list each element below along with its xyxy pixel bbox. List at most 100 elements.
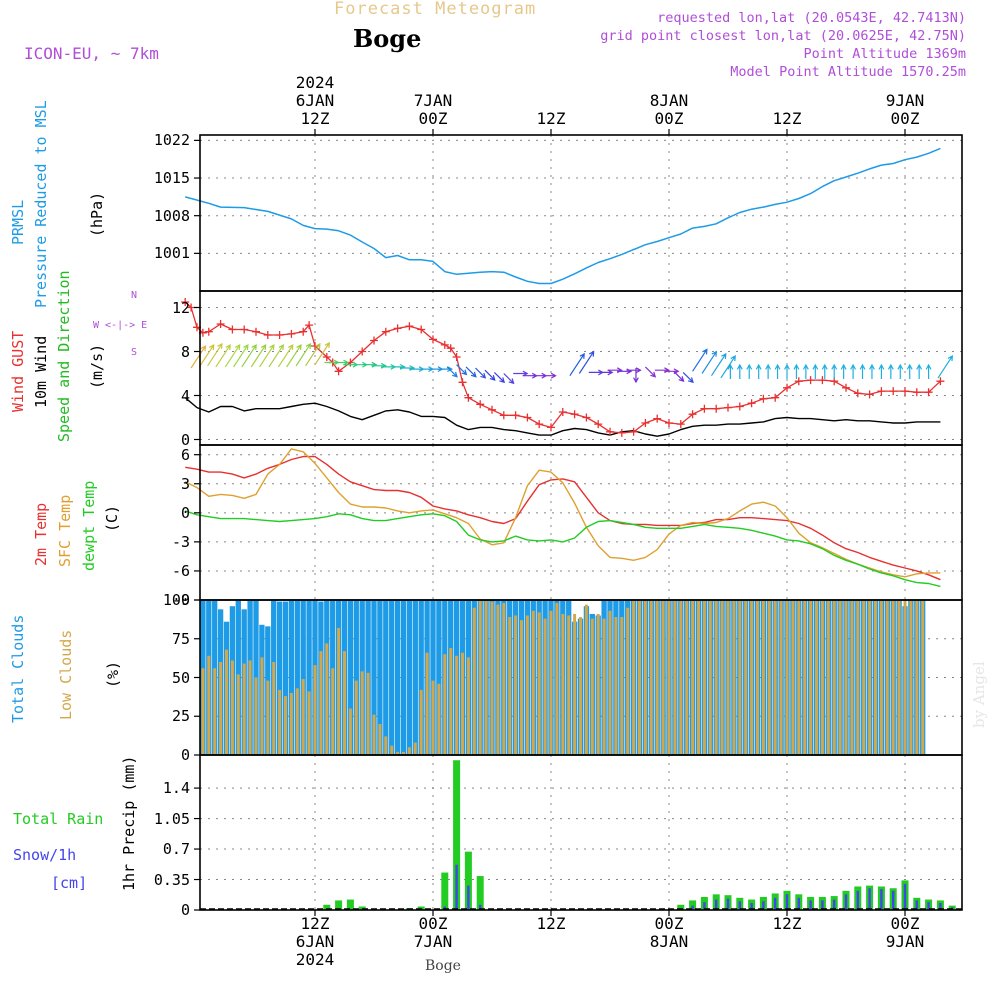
x-tick-label-top: 8JAN	[649, 91, 689, 110]
low-cloud-bar	[785, 600, 789, 755]
low-cloud-bar	[614, 617, 618, 755]
low-cloud-bar	[455, 655, 459, 755]
snow-bar	[797, 897, 800, 910]
gust-marker	[558, 408, 567, 416]
low-cloud-bar	[561, 613, 565, 755]
low-cloud-bar	[720, 600, 724, 755]
snow-bar	[915, 900, 918, 910]
wind-arrow	[793, 363, 800, 379]
snow-bar	[903, 883, 907, 910]
wind-arrow	[314, 341, 330, 366]
x-tick-label-top: 2024	[295, 73, 335, 92]
low-cloud-bar	[378, 724, 382, 755]
snow-cm-label: [cm]	[51, 874, 88, 892]
rain-bar	[441, 872, 449, 910]
low-cloud-bar	[868, 600, 872, 755]
gust-marker	[299, 327, 308, 336]
low-cloud-bar	[307, 691, 311, 755]
gust-marker	[322, 353, 331, 361]
wind-arrow	[233, 344, 249, 368]
wind-arrow	[250, 344, 267, 368]
low-cloud-bar	[225, 649, 228, 755]
gust-marker	[358, 347, 367, 356]
gust-marker	[204, 327, 213, 336]
y-tick-label: 1001	[153, 244, 190, 263]
low-cloud-bar	[891, 600, 895, 755]
y-tick-label: -6	[171, 561, 190, 580]
gust-marker	[924, 388, 933, 397]
low-cloud-bar	[295, 688, 299, 755]
gust-marker	[582, 413, 591, 422]
x-tick-label-bottom: 12Z	[772, 914, 802, 933]
wind-arrow	[305, 342, 321, 367]
wind-arrow	[887, 363, 894, 379]
wind-arrow	[692, 348, 708, 372]
gust-marker	[901, 387, 909, 396]
y-tick-label: 0	[180, 430, 190, 449]
low-cloud-bar	[354, 680, 358, 755]
low-cloud-bar	[390, 745, 394, 755]
x-tick-label-top: 00Z	[890, 109, 920, 128]
low-cloud-bar	[685, 600, 689, 755]
low-cloud-bar	[638, 600, 641, 755]
x-tick-label-bottom: 00Z	[654, 914, 684, 933]
snow-bar	[750, 903, 753, 910]
gust-marker	[499, 411, 508, 420]
low-cloud-bar	[626, 607, 630, 755]
low-cloud-bar	[732, 600, 736, 755]
snow-label: Snow/1h	[13, 846, 77, 864]
low-cloud-bar	[449, 648, 453, 755]
wind-arrow	[446, 366, 458, 378]
total-cloud-bar	[276, 601, 283, 755]
wind-arrow	[727, 363, 734, 379]
low-cloud-bar	[773, 600, 777, 755]
low-cloud-bar	[667, 600, 671, 755]
low-cloud-bar	[862, 600, 866, 755]
gust-marker	[794, 377, 803, 386]
low-cloud-bar	[402, 751, 405, 755]
total-cloud-bar	[353, 600, 359, 755]
total-cloud-bar	[389, 600, 395, 755]
low-cloud-bar	[425, 652, 429, 755]
wind-arrow	[484, 369, 496, 381]
total-cloud-bar	[371, 600, 377, 755]
y-tick-label: 1008	[153, 206, 190, 225]
low-cloud-bar	[679, 600, 683, 755]
low-cloud-bar	[478, 600, 482, 755]
wind-arrow	[215, 344, 231, 368]
total-cloud-bar	[377, 600, 383, 755]
wind-arrow	[190, 345, 207, 369]
low-cloud-bar	[809, 600, 813, 755]
gust-marker	[523, 413, 532, 422]
x-tick-label-top: 00Z	[654, 109, 684, 128]
wind-arrow	[774, 363, 781, 379]
low-cloud-bar	[649, 600, 653, 755]
gust-marker	[275, 331, 284, 339]
low-cloud-bar	[632, 600, 636, 755]
gust-marker	[263, 331, 272, 339]
low-cloud-bar	[360, 671, 364, 755]
low-cloud-bar	[337, 627, 341, 755]
gust-marker	[405, 322, 414, 331]
gust-marker	[641, 419, 650, 427]
gust-marker	[676, 420, 685, 429]
y-tick-label: 100	[162, 591, 190, 609]
total-cloud-bar	[383, 600, 389, 755]
low-cloud-bar	[714, 600, 718, 755]
snow-bar	[691, 905, 694, 910]
snow-bar	[844, 894, 848, 910]
snow-bar	[455, 864, 458, 910]
wind-arrow	[241, 344, 257, 368]
wind-arrow	[736, 363, 743, 379]
rain-bar	[689, 900, 697, 910]
wind-arrow	[295, 342, 312, 367]
snow-bar	[762, 901, 765, 910]
low-cloud-bar	[366, 672, 370, 755]
wind-arrow	[682, 371, 694, 384]
low-cloud-bar	[726, 600, 730, 755]
wind-arrow	[916, 363, 923, 379]
gust-marker	[700, 404, 709, 413]
wind-arrow	[831, 363, 838, 379]
y-tick-label: 0.35	[153, 870, 190, 889]
gust-marker	[440, 340, 449, 349]
